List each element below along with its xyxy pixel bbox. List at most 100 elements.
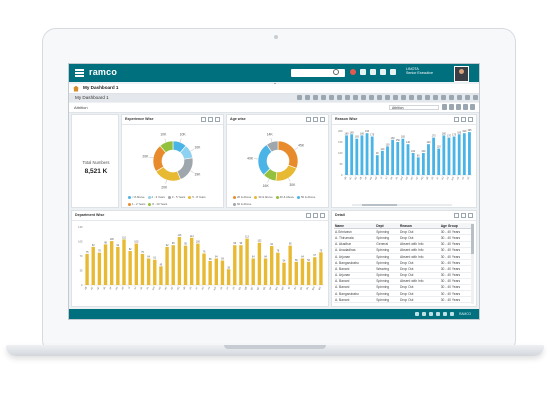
table-row[interactable]: A. Bangarubabu Spinning Drop Out 30 - 40 Ye… (334, 290, 474, 298)
add-icon[interactable] (393, 95, 398, 100)
filter-print-icon[interactable] (456, 104, 461, 110)
department-bar[interactable] (183, 245, 188, 285)
bottom-tool-icon[interactable] (429, 311, 434, 316)
reason-bar[interactable] (391, 139, 395, 175)
department-bar[interactable] (214, 258, 218, 285)
department-bar[interactable] (226, 269, 231, 285)
expand-icon[interactable] (409, 95, 414, 100)
bottom-tool-icon[interactable] (450, 311, 455, 316)
reason-bar[interactable] (355, 138, 359, 175)
panel-export-icon[interactable] (461, 213, 466, 218)
reason-bar[interactable] (468, 132, 471, 175)
save-icon[interactable] (377, 95, 382, 100)
department-bar[interactable] (239, 245, 243, 285)
panel-close-icon[interactable] (320, 117, 325, 122)
home-icon[interactable] (73, 85, 79, 92)
filter-settings-icon[interactable] (442, 104, 447, 110)
filter-expand-icon[interactable] (463, 104, 468, 110)
attrition-select[interactable]: Attrition (389, 104, 439, 110)
department-bar[interactable] (134, 243, 138, 285)
department-bar[interactable] (263, 258, 268, 285)
department-bar[interactable] (300, 258, 305, 285)
legend-item[interactable]: 1 - 2 Years (128, 202, 145, 206)
calendar-icon[interactable] (473, 95, 478, 100)
age-slice-4[interactable] (266, 140, 279, 153)
reason-bar[interactable] (416, 157, 420, 175)
legend-item[interactable]: 8 - 10 Years (148, 202, 167, 206)
reason-bar[interactable] (370, 136, 374, 176)
delete-icon[interactable] (385, 95, 390, 100)
reason-bar[interactable] (442, 135, 446, 175)
more-icon[interactable] (401, 95, 406, 100)
table-row[interactable]: A. Banani Spinning Absent with Info 30 - 40… (334, 278, 474, 285)
reason-bar[interactable] (401, 138, 405, 175)
age-slice-0[interactable] (277, 140, 299, 169)
department-bar[interactable] (306, 261, 311, 285)
reason-bar[interactable] (437, 148, 441, 175)
filter-close-icon[interactable] (470, 104, 475, 110)
department-bar[interactable] (313, 257, 317, 285)
reason-bar[interactable] (411, 153, 415, 175)
detail-scrollbar[interactable] (471, 224, 474, 304)
print-icon[interactable] (353, 95, 358, 100)
panel-settings-icon[interactable] (306, 117, 311, 122)
department-bar[interactable] (159, 266, 163, 285)
settings-small-icon[interactable] (425, 95, 430, 100)
bottom-tool-icon[interactable] (443, 311, 448, 316)
table-row[interactable]: A. Banani Spinning Drop Out 30 - 40 Years (334, 284, 474, 292)
reason-bar[interactable] (380, 150, 384, 175)
reason-bar[interactable] (447, 137, 451, 175)
search-icon[interactable] (333, 69, 339, 75)
department-bar[interactable] (165, 246, 169, 285)
panel-close-icon[interactable] (468, 117, 473, 122)
department-bar[interactable] (116, 246, 120, 285)
table-header[interactable]: Dept (375, 223, 400, 230)
panel-settings-icon[interactable] (454, 117, 459, 122)
chart-icon[interactable] (449, 95, 454, 100)
table-row[interactable]: A. Arjunan Spinning Absent with Info 30 - 4… (334, 253, 474, 261)
department-bar[interactable] (103, 244, 108, 285)
table-row[interactable]: A. Thirumala Spinning Drop Out 30 - 40 Year… (334, 234, 474, 242)
reason-bar[interactable] (427, 144, 430, 175)
avatar[interactable] (454, 66, 469, 82)
reason-bar[interactable] (457, 134, 461, 175)
panel-settings-icon[interactable] (306, 213, 311, 218)
nav-first-icon[interactable] (297, 95, 302, 100)
table-header[interactable]: Age Group (439, 223, 474, 230)
panel-export-icon[interactable] (313, 117, 318, 122)
department-bar[interactable] (190, 237, 194, 285)
menu-icon[interactable] (75, 69, 84, 77)
panel-settings-icon[interactable] (454, 213, 459, 218)
table-icon[interactable] (457, 95, 462, 100)
share-icon[interactable] (361, 95, 366, 100)
help-icon[interactable] (390, 69, 396, 75)
panel-close-icon[interactable] (320, 213, 325, 218)
department-bar[interactable] (208, 260, 212, 285)
settings-icon[interactable] (360, 69, 366, 75)
department-bar[interactable] (270, 246, 274, 285)
panel-settings-icon[interactable] (201, 117, 206, 122)
reason-bar[interactable] (396, 142, 400, 175)
department-bar[interactable] (245, 238, 249, 285)
user-info[interactable]: LINOTA Senior Executive (406, 67, 446, 76)
home-shortcut-icon[interactable] (370, 69, 376, 75)
reason-bar[interactable] (365, 133, 369, 175)
nav-next-icon[interactable] (313, 95, 318, 100)
table-row[interactable]: A. Arjunan Spinning Drop Out 30 - 40 Years (334, 272, 474, 279)
department-bar[interactable] (128, 251, 132, 285)
department-bar[interactable] (294, 261, 298, 285)
department-bar[interactable] (233, 245, 237, 285)
table-row[interactable]: A. Anadadhas Spinning Absent with Info 30 -… (334, 247, 474, 254)
info-icon[interactable] (433, 95, 438, 100)
department-bar[interactable] (196, 243, 200, 285)
notification-icon[interactable] (350, 69, 356, 75)
reason-bar[interactable] (345, 135, 348, 175)
legend-item[interactable]: 2 - 3 Years (147, 195, 165, 199)
export-icon[interactable] (345, 95, 350, 100)
department-bar[interactable] (153, 259, 157, 285)
legend-item[interactable]: 3 - 5 Years (167, 195, 185, 199)
legend-item[interactable]: < 8 Above (128, 195, 145, 199)
department-bar[interactable] (288, 245, 292, 285)
panel-close-icon[interactable] (468, 213, 473, 218)
department-bar[interactable] (319, 252, 323, 285)
